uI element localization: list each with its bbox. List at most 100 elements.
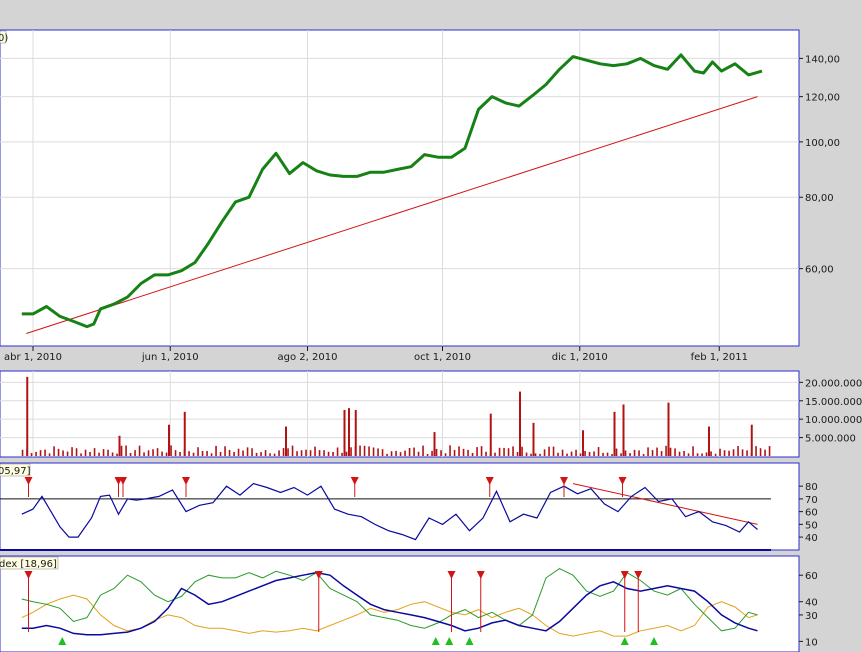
- sell-signal-icon: [24, 477, 33, 485]
- volume-bar: [53, 446, 55, 456]
- volume-bar: [359, 445, 361, 456]
- volume-y-tick-label: 15.000.000: [805, 397, 862, 408]
- volume-bar: [287, 448, 289, 456]
- volume-bar: [615, 448, 618, 456]
- buy-signal-icon: [620, 637, 629, 645]
- volume-bar: [390, 451, 393, 456]
- volume-bar: [35, 451, 37, 456]
- volume-bar: [746, 450, 748, 456]
- volume-bar: [206, 450, 208, 456]
- volume-bar: [530, 453, 532, 456]
- volume-bar: [708, 426, 710, 456]
- volume-bar: [521, 446, 523, 456]
- volume-bar: [264, 450, 267, 456]
- price-panel: 140,00 120,00 100,00 80,00 60,00 abr 1, 2010…: [0, 29, 840, 363]
- volume-bar: [642, 453, 645, 456]
- volume-bar: [48, 453, 51, 456]
- volume-bar: [613, 411, 616, 456]
- volume-bar: [433, 432, 436, 456]
- volume-bar: [620, 453, 622, 456]
- volume-bar: [242, 450, 244, 456]
- volume-bar: [593, 451, 595, 456]
- volume-bar: [723, 450, 726, 456]
- volume-bar: [192, 452, 195, 456]
- volume-y-tick-label: 5.000.000: [805, 434, 856, 445]
- volume-bar: [323, 450, 325, 456]
- price-y-tick-label: 140,00: [805, 54, 840, 65]
- volume-bar: [336, 447, 339, 456]
- volume-bar: [674, 448, 676, 456]
- volume-bar: [575, 449, 577, 456]
- volume-bar: [305, 449, 307, 456]
- volume-bar: [462, 448, 465, 456]
- volume-bar: [116, 453, 118, 456]
- oscillator-signal-markers: [24, 477, 627, 497]
- volume-bar: [494, 452, 496, 456]
- volume-bar: [622, 404, 625, 456]
- buy-signal-icon: [445, 637, 454, 645]
- volume-bar: [80, 453, 82, 456]
- volume-bar: [57, 448, 60, 456]
- volume-bar: [161, 451, 163, 456]
- volume-bar: [125, 445, 127, 456]
- price-y-tick-label: 60,00: [805, 265, 834, 276]
- volume-bar: [89, 451, 91, 456]
- sell-signal-icon: [620, 571, 629, 579]
- oscillator-y-tick-label: 50: [805, 520, 818, 531]
- volume-bar: [543, 449, 546, 456]
- volume-bar: [84, 449, 87, 456]
- oscillator-series-line: [21, 482, 758, 541]
- volume-bar: [156, 448, 159, 456]
- volume-bar: [750, 424, 753, 456]
- buy-signal-icon: [465, 637, 474, 645]
- volume-bar: [413, 447, 415, 456]
- oscillator-trend-line: [572, 483, 758, 525]
- volume-bar: [705, 452, 708, 456]
- volume-bar: [314, 446, 316, 456]
- volume-bar: [683, 450, 685, 456]
- volume-y-tick-label: 10.000.000: [805, 415, 862, 426]
- volume-bar: [66, 451, 69, 456]
- volume-grid: [0, 371, 799, 457]
- volume-bar: [678, 451, 681, 456]
- volume-bar: [532, 422, 535, 456]
- adx-y-tick-label: 30: [805, 611, 818, 622]
- volume-bar: [44, 449, 46, 456]
- volume-bar: [210, 453, 213, 456]
- date-tick-label: abr 1, 2010: [4, 352, 62, 363]
- adx-legend-box[interactable]: [0, 556, 59, 570]
- volume-bar: [728, 450, 730, 456]
- volume-bar: [152, 449, 154, 456]
- volume-bar: [539, 453, 541, 456]
- volume-bar: [570, 451, 573, 456]
- oscillator-legend-box[interactable]: [0, 463, 31, 477]
- volume-bar: [343, 409, 346, 456]
- volume-bar: [102, 449, 105, 456]
- volume-bar: [552, 446, 555, 456]
- price-legend-box[interactable]: [0, 30, 7, 44]
- volume-bar: [624, 450, 627, 456]
- volume-bar: [327, 451, 330, 456]
- volume-bar: [566, 453, 568, 456]
- volume-bar: [453, 450, 456, 456]
- sell-signal-icon: [634, 571, 643, 579]
- volume-bar: [667, 402, 670, 456]
- volume-bar: [26, 376, 29, 456]
- volume-bar: [183, 411, 186, 456]
- volume-bar: [741, 449, 744, 456]
- volume-bar: [179, 452, 181, 456]
- volume-bar: [71, 447, 73, 456]
- price-series-line: [21, 53, 763, 329]
- volume-bar: [579, 453, 582, 456]
- volume-bar: [444, 453, 447, 456]
- volume-bar: [341, 452, 343, 456]
- volume-bar: [534, 453, 537, 456]
- oscillator-y-tick-label: 60: [805, 508, 818, 519]
- buy-signal-icon: [58, 637, 67, 645]
- oscillator-plot-area: [0, 462, 800, 551]
- volume-bar: [732, 449, 735, 456]
- sell-signal-icon: [119, 477, 127, 485]
